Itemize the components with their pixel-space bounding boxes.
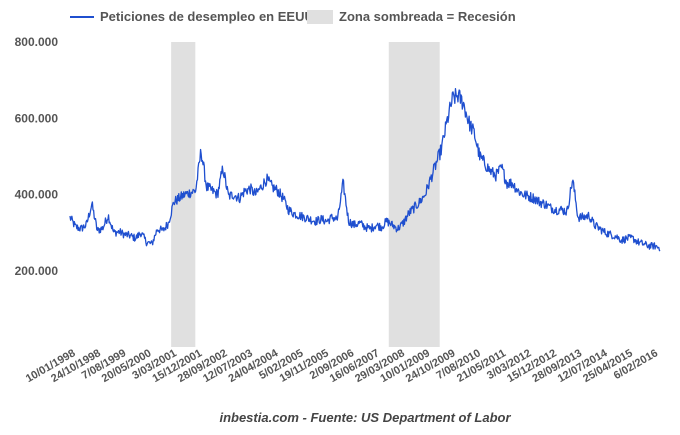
legend: Peticiones de desempleo en EEUU Zona som…: [70, 9, 516, 24]
recession-bands: [171, 42, 440, 347]
source-note: inbestia.com - Fuente: US Department of …: [219, 410, 511, 425]
legend-label-recession: Zona sombreada = Recesión: [339, 9, 516, 24]
legend-shade-swatch: [307, 10, 333, 24]
recession-band-2: [388, 42, 440, 347]
y-tick-label: 800.000: [15, 35, 59, 49]
y-tick-label: 200.000: [15, 264, 59, 278]
y-axis-ticks: 200.000 400.000 600.000 800.000: [15, 35, 59, 278]
x-axis-ticks: 10/01/199824/10/19987/08/199920/05/20003…: [24, 347, 660, 385]
y-tick-label: 400.000: [15, 188, 59, 202]
y-tick-label: 600.000: [15, 111, 59, 125]
legend-label-claims: Peticiones de desempleo en EEUU: [100, 9, 314, 24]
series-line-claims: [69, 87, 661, 252]
